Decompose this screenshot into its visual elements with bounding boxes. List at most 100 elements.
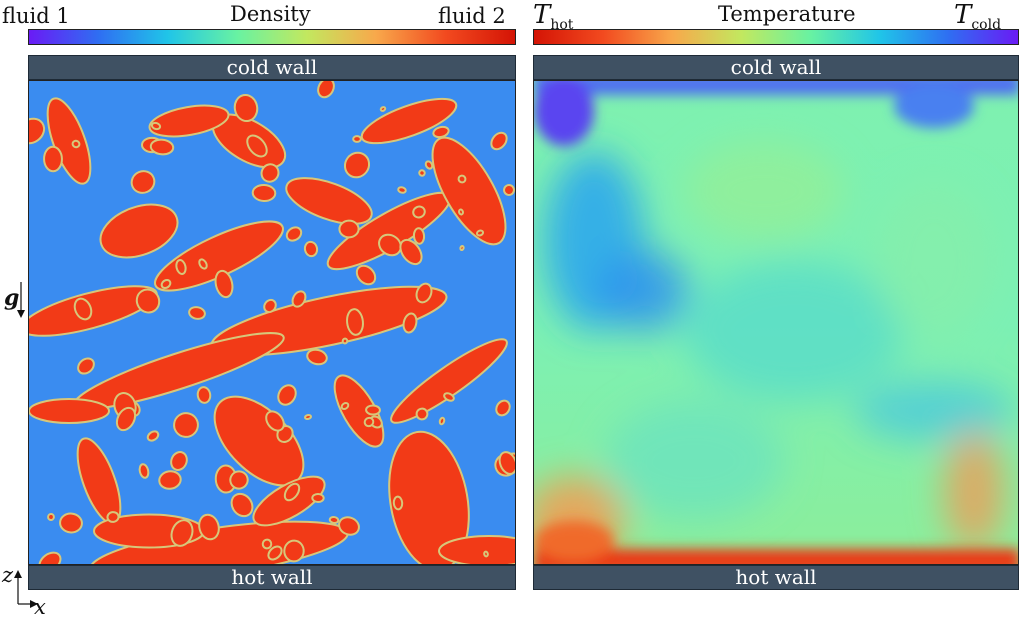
fluid-blob [196,386,212,404]
fluid-blob [412,227,426,245]
fluid-blob [495,399,511,417]
fluid-blob [303,240,319,258]
density-left-label: fluid 1 [2,4,70,28]
fluid-blob [135,288,161,314]
temperature-left-label: Thot [533,0,574,34]
fluid-blob [431,136,507,246]
fluid-blob [338,219,360,239]
fluid-blob [246,134,268,158]
fluid-blob [229,470,249,490]
fluid-blob [285,177,373,225]
fluid-blob [399,238,423,266]
fluid-blob [432,125,450,139]
fluid-blob [340,401,350,411]
fluid-blob [160,279,172,289]
fluid-blob [214,269,234,299]
fluid-blob [306,348,328,366]
fluid-blob [29,117,46,145]
fluid-blob [277,384,297,406]
fluid-blob [150,121,162,131]
fluid-blob [43,145,63,173]
fluid-blob [99,203,179,259]
fluid-blob [146,430,160,442]
fluid-blob [130,170,156,194]
fluid-blob [333,374,385,448]
fluid-blob [457,174,467,184]
fluid-blob [338,516,360,536]
temperature-field [533,80,1019,565]
fluid-blob [261,538,273,550]
fluid-blob [418,169,426,177]
fluid-blob [106,511,120,523]
fluid-blob [503,184,515,196]
fluid-blob [378,233,402,257]
temperature-cold-wall: cold wall [533,55,1019,80]
fluid-blob [341,337,349,345]
fluid-blob [265,410,285,432]
fluid-blob [175,259,187,275]
fluid-blob [402,312,418,334]
fluid-blob [149,138,175,156]
fluid-blob [47,513,55,521]
fluid-blob [198,258,208,270]
fluid-blob [390,338,508,424]
fluid-blob [438,535,515,564]
fluid-blob [260,163,280,183]
fluid-blob [363,416,375,428]
fluid-blob [392,495,404,511]
fluid-blob [283,539,305,563]
z-axis-label: z [2,563,14,587]
fluid-blob [73,297,93,321]
fluid-blob [388,430,470,564]
density-cold-wall: cold wall [28,55,516,80]
fluid-blob [355,264,377,286]
fluid-blob [443,392,455,402]
fluid-blob [498,451,515,475]
gravity-label: g [4,285,20,311]
fluid-blob [283,482,301,502]
fluid-blob [415,407,429,421]
fluid-blob [412,205,426,219]
fluid-blob [346,308,364,336]
fluid-blob [188,306,206,320]
fluid-blob [397,186,407,194]
temperature-colorbar [533,29,1019,45]
fluid-blob [198,513,220,541]
density-field [28,80,516,565]
fluid-blob [291,290,307,308]
density-colorbar [28,29,516,45]
fluid-blob [173,412,199,438]
fluid-blob [328,515,340,525]
fluid-blob [352,135,362,143]
fluid-blob [475,229,485,237]
fluid-blob [459,244,465,252]
temperature-title: Temperature [718,2,856,26]
fluid-blob [29,398,110,424]
fluid-blob [251,183,277,203]
fluid-blob [304,414,312,420]
fluid-blob [148,104,230,138]
fluid-blob [483,550,489,558]
fluid-blob [230,492,254,518]
density-right-label: fluid 2 [438,4,506,28]
fluid-blob [170,519,194,547]
fluid-blob [490,131,508,151]
fluid-blob [115,406,137,432]
density-hot-wall: hot wall [28,565,516,590]
fluid-blob [365,404,381,416]
x-axis-label: x [34,595,46,619]
fluid-blob [71,139,81,149]
fluid-blob [285,226,303,242]
density-title: Density [230,2,311,26]
fluid-blob [263,298,277,314]
fluid-blob [343,151,371,179]
fluid-blob [415,282,433,304]
temperature-right-label: Tcold [954,0,1002,34]
fluid-blob [38,551,62,564]
fluid-blob [438,416,446,426]
fluid-blob [379,106,387,112]
fluid-blob [317,81,335,99]
fluid-blob [311,493,325,503]
gravity-arrow-icon [17,282,25,318]
fluid-blob [59,512,83,534]
